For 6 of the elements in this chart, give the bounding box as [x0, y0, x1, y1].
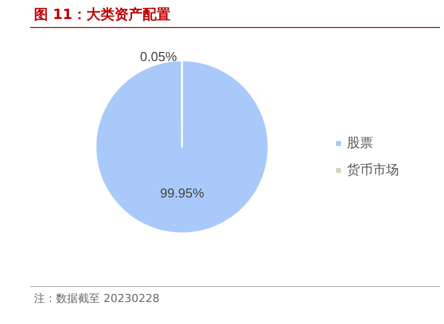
- legend-label: 货币市场: [347, 163, 399, 178]
- data-label: 99.95%: [160, 186, 205, 201]
- text: 注：数据截至 20230228: [34, 291, 160, 306]
- chart-title: 图 11：大类资产配置: [34, 6, 170, 24]
- data-label: 0.05%: [140, 48, 178, 64]
- legend-label: 股票: [347, 136, 373, 151]
